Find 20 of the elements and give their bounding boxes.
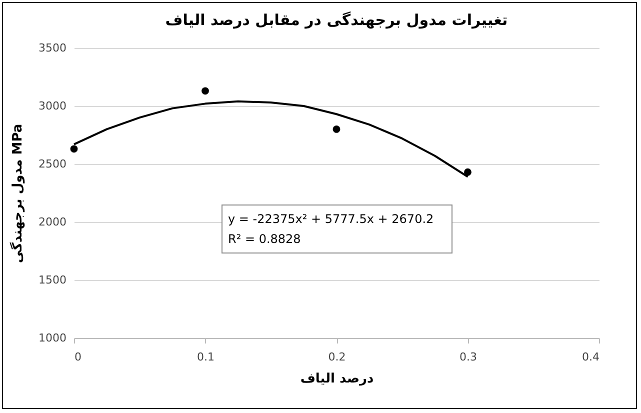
point xyxy=(202,87,209,95)
point xyxy=(332,126,340,133)
y-tick-label: 1500 xyxy=(38,274,66,286)
annotation: y = -22375x² + 5777.5x + 2670.2 xyxy=(228,212,434,226)
point xyxy=(70,145,78,153)
y-axis-title: مدول برجهندگی MPa xyxy=(10,124,26,264)
x-axis-title: درصد الیاف xyxy=(300,372,374,386)
y-tick-label: 3000 xyxy=(38,100,66,112)
annotation: R² = 0.8828 xyxy=(228,232,301,246)
x-tick-label: 0 xyxy=(74,350,82,364)
y-tick-label: 1000 xyxy=(38,332,66,344)
point xyxy=(464,168,472,176)
x-tick-label: 0.1 xyxy=(197,350,214,364)
y-tick-label: 2000 xyxy=(38,216,66,228)
y-tick-label: 2500 xyxy=(38,158,66,170)
x-tick-label: 0.3 xyxy=(460,350,477,364)
y-tick-label: 3500 xyxy=(38,42,66,54)
x-tick-label: 0.2 xyxy=(328,350,346,364)
x-tick-label: 0.4 xyxy=(582,350,600,364)
chart-title: تغییرات مدول برجهندگی در مقابل درصد الیاف xyxy=(165,11,508,29)
